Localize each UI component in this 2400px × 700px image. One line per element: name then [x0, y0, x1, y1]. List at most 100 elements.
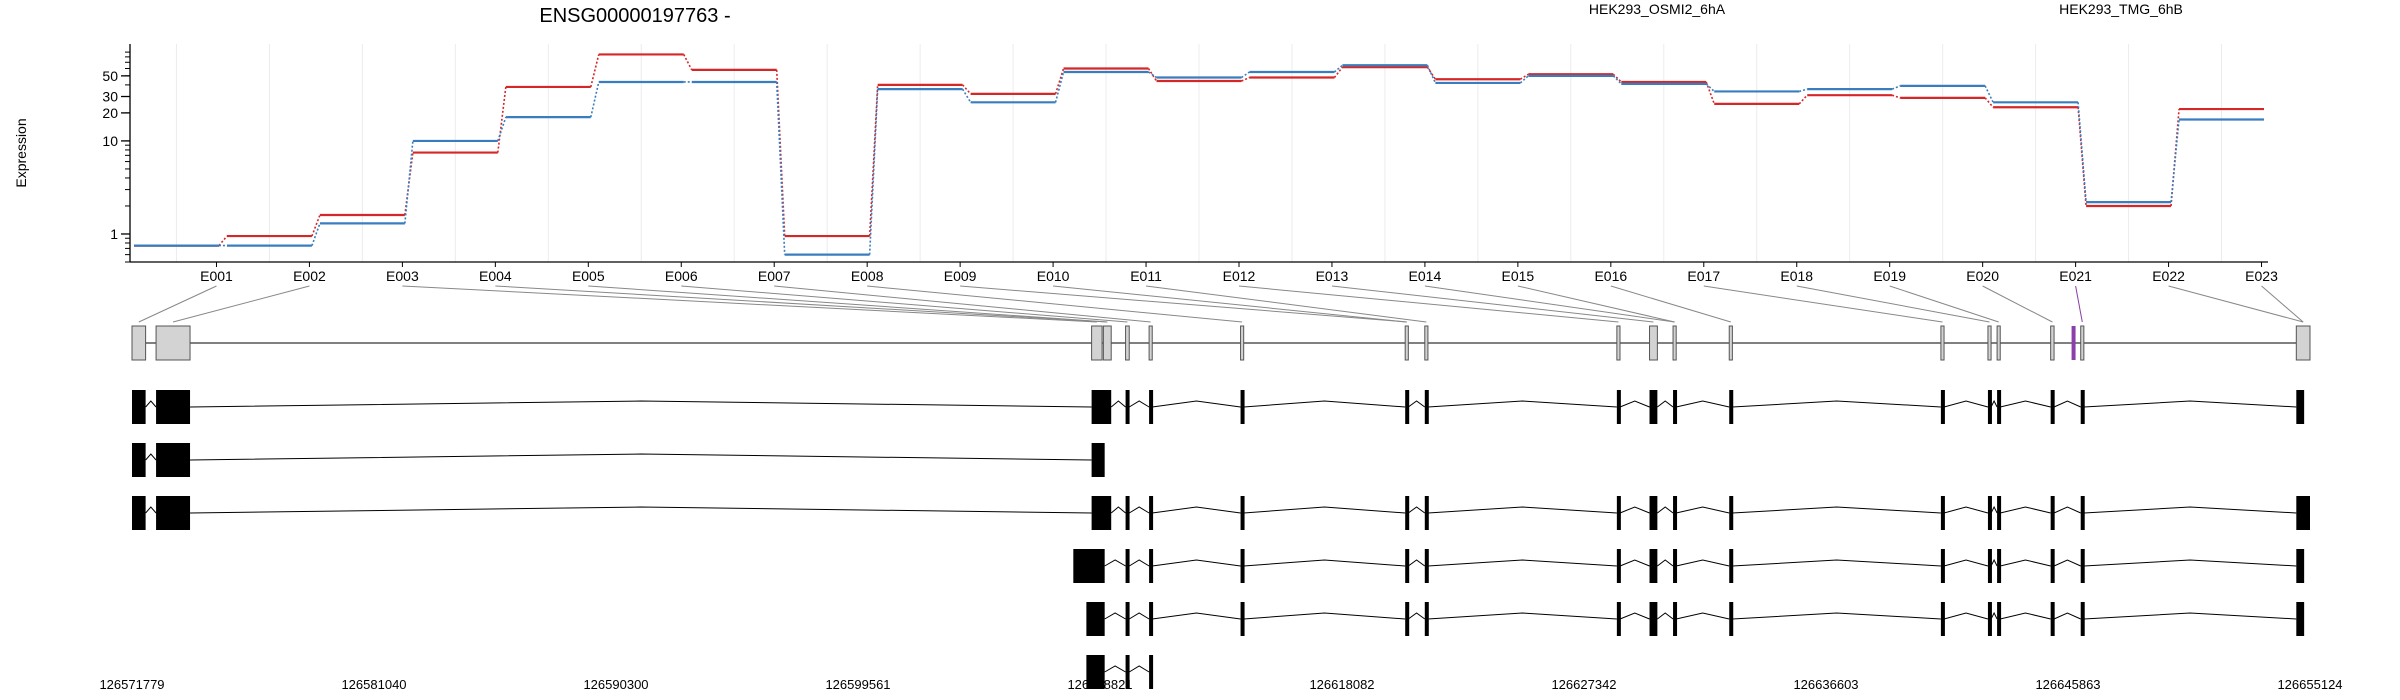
intron [1110, 400, 1126, 408]
model-exon [1649, 325, 1658, 361]
intron [1152, 506, 1241, 514]
connector-line [867, 285, 1243, 323]
connector-line [138, 285, 217, 323]
series-1-connector [962, 84, 972, 95]
intron [2083, 506, 2297, 514]
exon-block [1940, 496, 1945, 530]
series-1-connector [1798, 94, 1808, 105]
exon-block [1987, 549, 1992, 583]
model-exon [155, 325, 191, 361]
intron [1104, 559, 1126, 567]
connector-line [1331, 285, 1654, 323]
intron [1619, 559, 1650, 567]
connector-line [495, 285, 1108, 323]
intron [1676, 612, 1730, 620]
intron [1657, 400, 1674, 408]
exon-block [1125, 390, 1130, 424]
intron [1243, 400, 1406, 408]
coordinate-label: 126655124 [2277, 677, 2342, 692]
intron [145, 453, 157, 461]
intron [1408, 506, 1426, 514]
connector-line [960, 285, 1407, 323]
exon-block [2296, 602, 2305, 636]
series-2-connector [1426, 64, 1437, 84]
coordinate-label: 126608821 [1067, 677, 1132, 692]
intron [2083, 612, 2297, 620]
series-2-connector [1984, 85, 1994, 103]
exon-label: E020 [1966, 268, 1999, 284]
exon-block [2050, 390, 2055, 424]
intron [1104, 665, 1126, 673]
model-exon [1404, 325, 1409, 361]
exon-label: E009 [944, 268, 977, 284]
intron [1732, 506, 1941, 514]
exon-block [2296, 390, 2305, 424]
model-exon [1091, 325, 1103, 361]
exon-block [1940, 549, 1945, 583]
series-1-connector [1984, 97, 1994, 108]
intron [190, 506, 1092, 514]
intron [1676, 506, 1730, 514]
exon-block [1125, 602, 1130, 636]
exon-block [1997, 390, 2002, 424]
model-exon [1148, 325, 1153, 361]
exon-label: E015 [1502, 268, 1535, 284]
exon-label: E006 [665, 268, 698, 284]
exon-block [1240, 390, 1245, 424]
exon-block [1616, 549, 1621, 583]
exon-labels: E001 E002 E003 E004 E005 E006 E007 E008 E009 E010… [200, 268, 2278, 284]
series-1-connector [1426, 66, 1437, 80]
transcript-3 [132, 496, 2310, 530]
transcript-1 [132, 390, 2305, 424]
transcript-6 [1086, 655, 1154, 689]
intron [1128, 665, 1150, 673]
intron [1732, 400, 1941, 408]
model-exon [2050, 325, 2055, 361]
series-2-connector [1241, 71, 1250, 79]
exon-label: E018 [1780, 268, 1813, 284]
exon-block [1125, 655, 1130, 689]
model-exon [2080, 325, 2085, 361]
exon-block [1987, 602, 1992, 636]
intron [1990, 399, 1998, 408]
model-exon [1125, 325, 1130, 361]
intron [2053, 559, 2081, 567]
exon-block [1649, 602, 1658, 636]
gene-model [131, 325, 2311, 689]
coordinate-label: 126581040 [341, 677, 406, 692]
exon-block [156, 390, 191, 424]
intron [1110, 506, 1126, 514]
model-exon [131, 325, 147, 361]
intron [1990, 558, 1998, 567]
intron [1243, 612, 1406, 620]
connector-line [1982, 285, 2053, 323]
connector-line [681, 285, 1128, 323]
exon-block [1987, 390, 1992, 424]
exon-block [1125, 549, 1130, 583]
exon-block [1149, 655, 1154, 689]
exon-block [2050, 602, 2055, 636]
exon-block [1405, 602, 1410, 636]
intron [1152, 559, 1241, 567]
connector-line [1424, 285, 1675, 323]
exon-block [1086, 655, 1105, 689]
series-1-connector [218, 235, 228, 247]
intron [1732, 559, 1941, 567]
exon-block [2296, 496, 2310, 530]
intron [1732, 612, 1941, 620]
series-1-connector [1054, 68, 1065, 95]
exon-block [1149, 549, 1154, 583]
series-2-connector [2077, 102, 2087, 203]
exon-block [1940, 602, 1945, 636]
exon-block [1149, 390, 1154, 424]
exon-block [1149, 496, 1154, 530]
series-2-connector [1148, 71, 1157, 79]
series-2-connector [1519, 75, 1529, 84]
connector-line [1610, 285, 1731, 323]
exon-label: E008 [851, 268, 884, 284]
intron [1408, 559, 1426, 567]
intron [1619, 506, 1650, 514]
model-exon-highlight [2071, 326, 2076, 360]
exon-block [156, 496, 191, 530]
exon-block [1240, 496, 1245, 530]
